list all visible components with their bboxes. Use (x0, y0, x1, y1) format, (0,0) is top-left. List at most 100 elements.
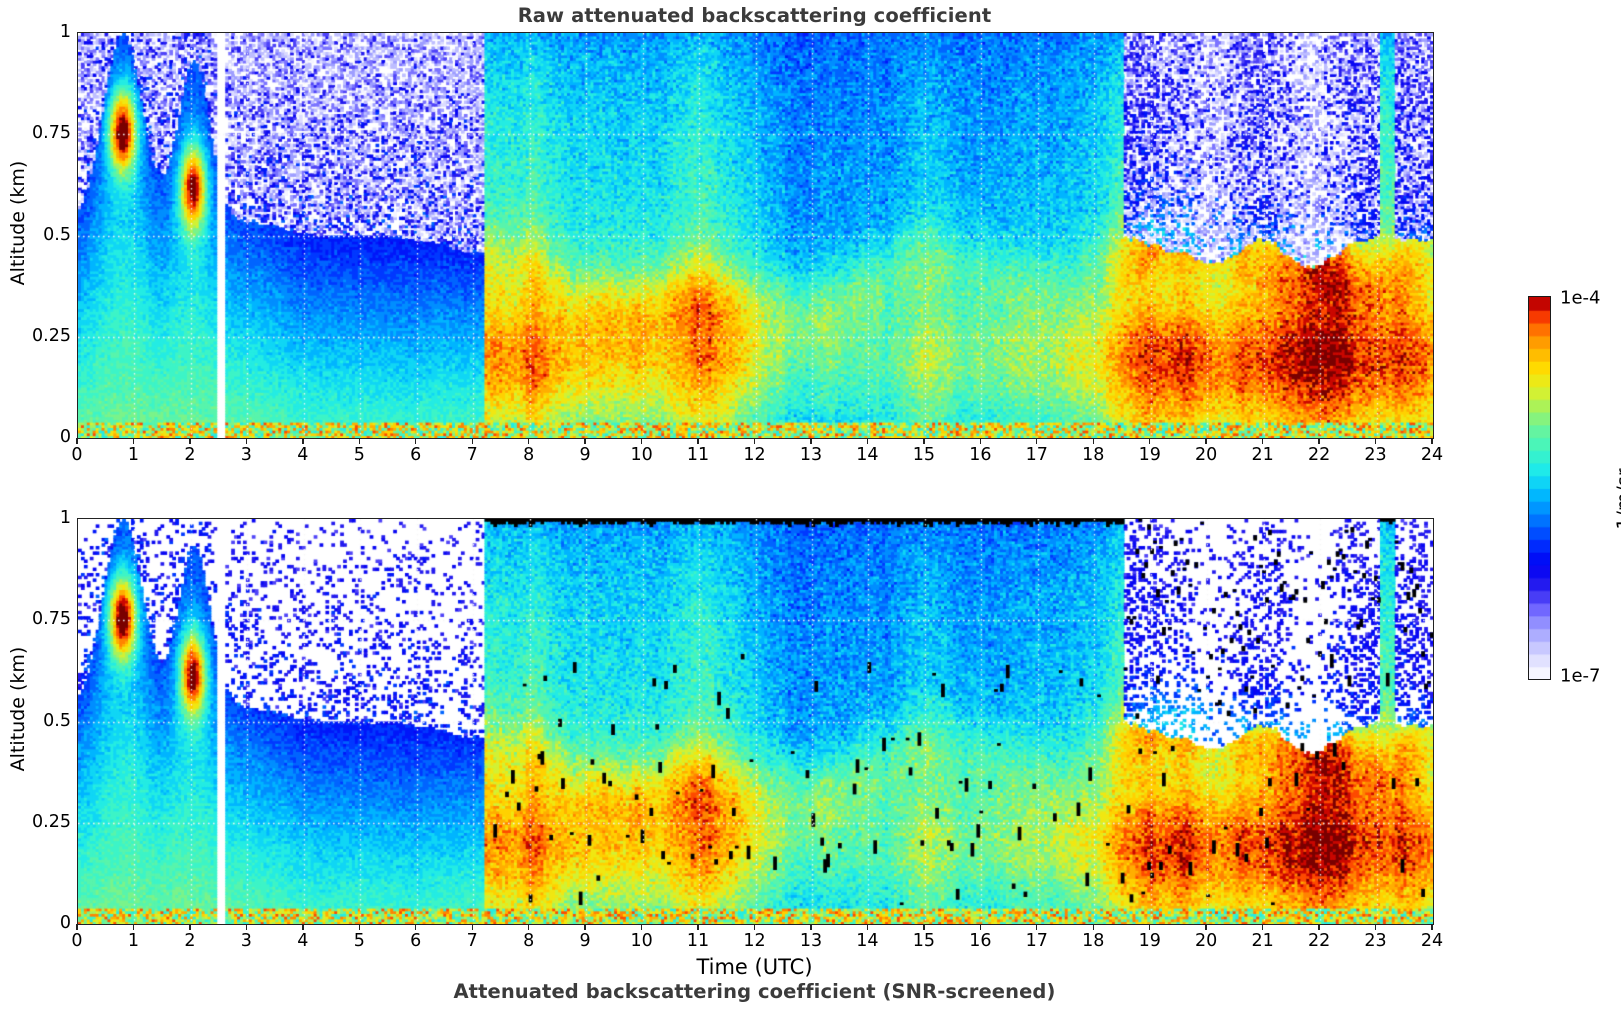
x-tick-mark (697, 438, 699, 444)
x-tick-mark (527, 438, 530, 444)
x-tick-mark (358, 438, 360, 444)
x-tick-label: 22 (1307, 445, 1331, 465)
x-tick-mark (1205, 924, 1207, 930)
x-tick-label: 15 (912, 931, 936, 951)
x-tick-label: 9 (579, 445, 591, 465)
x-tick-mark (1318, 924, 1320, 930)
x-tick-label: 13 (799, 931, 823, 951)
x-tick-label: 12 (743, 931, 766, 951)
x-tick-mark (132, 438, 135, 444)
x-tick-mark (923, 438, 925, 444)
x-tick-label: 14 (856, 931, 879, 951)
x-tick-mark (1149, 438, 1151, 444)
x-tick-label: 13 (799, 445, 823, 465)
x-tick-mark (753, 924, 756, 930)
x-tick-label: 17 (1025, 931, 1048, 951)
x-tick-label: 11 (686, 931, 710, 951)
y-tick-label: 0.75 (32, 609, 71, 630)
x-tick-mark (189, 924, 191, 930)
x-tick-mark (979, 924, 982, 930)
x-tick-label: 19 (1138, 931, 1161, 951)
x-tick-label: 15 (912, 445, 936, 465)
x-tick-mark (415, 438, 417, 444)
x-tick-label: 24 (1420, 445, 1444, 465)
x-tick-label: 18 (1082, 445, 1105, 465)
x-tick-label: 24 (1420, 931, 1444, 951)
panel-title-screened: Attenuated backscattering coefficient (S… (453, 980, 1056, 1003)
x-tick-mark (584, 924, 586, 930)
y-tick-label: 0.75 (32, 123, 71, 144)
y-axis-raw: 0 0.25 0.5 0.75 1 (5, 22, 71, 447)
colorbar-canvas (1529, 297, 1550, 679)
x-tick-label: 6 (410, 931, 422, 951)
y-tick-label: 0.25 (32, 325, 71, 346)
x-tick-mark (866, 924, 869, 930)
colorbar-unit-label: 1/m/sr (1613, 468, 1621, 530)
x-tick-mark (640, 438, 643, 444)
x-tick-label: 2 (184, 931, 196, 951)
x-tick-label: 8 (523, 931, 535, 951)
colorbar: 1e-4 1e-7 1/m/sr (1500, 287, 1621, 690)
y-tick-label: 0.5 (43, 710, 71, 731)
x-tick-mark (1036, 924, 1038, 930)
x-tick-mark (471, 924, 473, 930)
x-axis-screened: 0 1 2 3 4 5 6 7 8 9 10 11 12 13 14 15 16 17 18 19 20 21 22 23 24 (71, 924, 1443, 953)
y-tick-label: 1 (59, 22, 71, 42)
x-tick-mark (697, 924, 699, 930)
x-tick-mark (640, 924, 643, 930)
x-tick-label: 22 (1307, 931, 1331, 951)
heatmap-canvas-screened (78, 519, 1433, 924)
colorbar-min-label: 1e-7 (1560, 665, 1601, 687)
x-tick-label: 7 (466, 445, 478, 465)
x-tick-mark (76, 438, 78, 444)
colorbar-gradient (1528, 296, 1551, 680)
x-tick-mark (527, 924, 530, 930)
x-tick-mark (753, 438, 756, 444)
x-tick-label: 0 (71, 445, 83, 465)
x-tick-label: 8 (523, 445, 535, 465)
x-tick-label: 17 (1025, 445, 1048, 465)
x-tick-label: 21 (1251, 931, 1274, 951)
y-tick-label: 1 (59, 508, 71, 528)
x-tick-label: 18 (1082, 931, 1105, 951)
x-tick-label: 3 (240, 445, 252, 465)
x-tick-label: 10 (630, 931, 653, 951)
x-tick-mark (979, 438, 982, 444)
x-tick-mark (132, 924, 135, 930)
y-tick-label: 0.25 (32, 811, 71, 832)
x-tick-mark (1149, 924, 1151, 930)
x-tick-mark (76, 924, 78, 930)
y-axis-label-screened: Altitude (km) (7, 646, 29, 772)
x-tick-mark (1374, 438, 1377, 444)
x-tick-label: 20 (1195, 445, 1218, 465)
x-tick-label: 1 (127, 931, 140, 951)
x-tick-label: 1 (127, 445, 140, 465)
plot-area-raw[interactable] (77, 32, 1434, 439)
y-tick-label: 0.5 (43, 224, 71, 245)
x-tick-mark (1205, 438, 1207, 444)
x-tick-label: 4 (297, 445, 309, 465)
plot-area-screened[interactable] (77, 518, 1434, 925)
colorbar-max-label: 1e-4 (1560, 287, 1601, 309)
x-tick-mark (1318, 438, 1320, 444)
x-tick-label: 9 (579, 931, 591, 951)
x-tick-mark (866, 438, 869, 444)
x-tick-mark (1431, 924, 1433, 930)
x-axis-raw: 0 1 2 3 4 5 6 7 8 9 10 11 12 13 14 15 16 17 18 19 20 21 22 23 24 (71, 438, 1443, 467)
x-tick-label: 4 (297, 931, 309, 951)
x-tick-label: 23 (1364, 931, 1387, 951)
x-tick-mark (923, 924, 925, 930)
x-tick-mark (1092, 924, 1094, 930)
heatmap-canvas-raw (78, 33, 1433, 438)
x-tick-label: 10 (630, 445, 653, 465)
x-tick-mark (1092, 438, 1094, 444)
x-tick-label: 12 (743, 445, 766, 465)
x-tick-label: 2 (184, 445, 196, 465)
x-tick-mark (302, 924, 304, 930)
x-tick-label: 14 (856, 445, 879, 465)
y-axis-screened: 0 0.25 0.5 0.75 1 (5, 508, 71, 933)
x-tick-mark (810, 924, 812, 930)
y-tick-label: 0 (59, 913, 71, 933)
x-tick-mark (1261, 438, 1264, 444)
